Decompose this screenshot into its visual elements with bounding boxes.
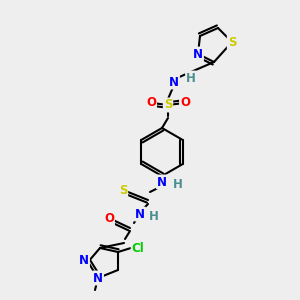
Text: H: H bbox=[173, 178, 183, 191]
Text: O: O bbox=[104, 212, 114, 226]
Text: O: O bbox=[146, 97, 156, 110]
Text: S: S bbox=[228, 35, 236, 49]
Text: N: N bbox=[79, 254, 89, 268]
Text: N: N bbox=[169, 76, 179, 88]
Text: H: H bbox=[149, 211, 159, 224]
Text: N: N bbox=[193, 47, 203, 61]
Text: N: N bbox=[93, 272, 103, 284]
Text: Cl: Cl bbox=[132, 242, 144, 254]
Text: N: N bbox=[157, 176, 167, 188]
Text: S: S bbox=[119, 184, 127, 197]
Text: O: O bbox=[180, 97, 190, 110]
Text: S: S bbox=[164, 98, 172, 112]
Text: N: N bbox=[135, 208, 145, 220]
Text: H: H bbox=[186, 71, 196, 85]
